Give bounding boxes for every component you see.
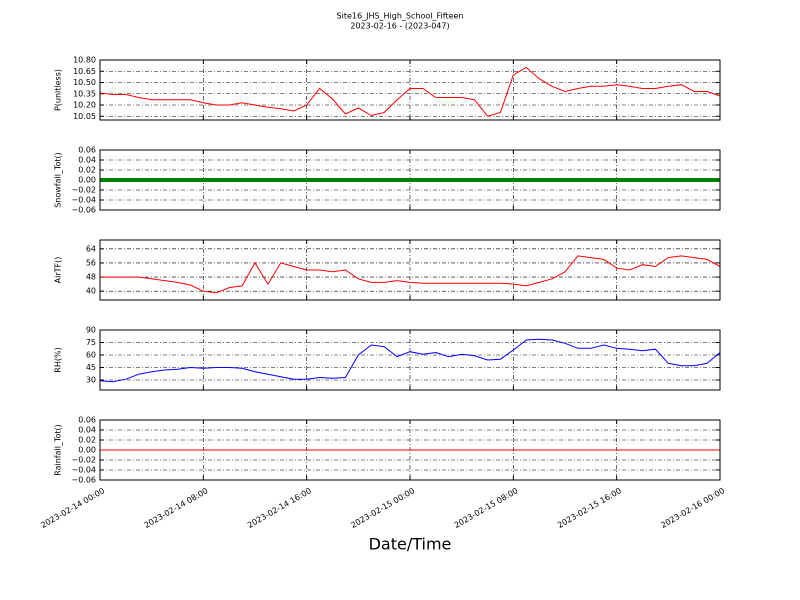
y-tick-label: 0.00 xyxy=(78,446,96,455)
y-tick-label: −0.04 xyxy=(71,466,96,475)
y-tick-label: 45 xyxy=(86,363,96,372)
y-axis-label: Snowfall_Tot() xyxy=(54,152,63,208)
x-tick-label: 2023-02-14 00:00 xyxy=(39,486,106,530)
data-line xyxy=(99,66,721,117)
y-tick-label: −0.06 xyxy=(71,476,96,485)
y-tick-label: 0.00 xyxy=(78,176,96,185)
x-axis-label: Date/Time xyxy=(369,535,452,554)
x-tick-label: 2023-02-15 16:00 xyxy=(556,486,623,530)
y-tick-label: 64 xyxy=(86,244,96,253)
chart-title: Site16_JHS_High_School_Fifteen xyxy=(337,12,464,21)
y-tick-label: −0.02 xyxy=(71,456,96,465)
y-tick-label: 10.80 xyxy=(73,56,96,65)
y-axis-label: AirTF() xyxy=(54,257,63,284)
chart-subtitle: 2023-02-16 - (2023-047) xyxy=(350,22,449,31)
y-tick-label: 0.02 xyxy=(78,166,96,175)
y-tick-label: 10.20 xyxy=(73,101,96,110)
x-tick-label: 2023-02-14 08:00 xyxy=(143,486,210,530)
y-tick-label: 60 xyxy=(86,351,96,360)
plot-frame xyxy=(99,419,721,481)
y-tick-label: −0.06 xyxy=(71,206,96,215)
y-tick-label: 10.35 xyxy=(73,89,96,98)
y-axis-label: Rainfall_Tot() xyxy=(54,424,63,476)
plot-frame xyxy=(99,59,721,121)
x-tick-label: 2023-02-15 00:00 xyxy=(349,486,416,530)
y-tick-label: 0.04 xyxy=(78,426,96,435)
y-tick-label: 10.65 xyxy=(73,67,96,76)
y-tick-label: 30 xyxy=(86,376,96,385)
y-tick-label: −0.02 xyxy=(71,186,96,195)
plot-frame xyxy=(99,239,721,301)
x-tick-label: 2023-02-14 16:00 xyxy=(246,486,313,530)
y-tick-label: 0.06 xyxy=(78,416,96,425)
y-tick-label: 40 xyxy=(86,287,96,296)
y-tick-label: 0.02 xyxy=(78,436,96,445)
data-line xyxy=(100,255,721,294)
y-tick-label: 10.05 xyxy=(73,112,96,121)
plot-frame xyxy=(99,329,721,391)
x-tick-label: 2023-02-15 08:00 xyxy=(453,486,520,530)
y-tick-label: 56 xyxy=(86,258,96,267)
y-tick-label: −0.04 xyxy=(71,196,96,205)
y-axis-label: P(unitless) xyxy=(54,69,63,111)
y-tick-label: 0.04 xyxy=(78,156,96,165)
y-axis-label: RH(%) xyxy=(54,347,63,372)
plot-frame xyxy=(99,149,721,211)
y-tick-label: 90 xyxy=(86,326,96,335)
x-tick-label: 2023-02-16 00:00 xyxy=(659,486,726,530)
data-line xyxy=(99,338,721,383)
y-tick-label: 75 xyxy=(86,338,96,347)
y-tick-label: 10.50 xyxy=(73,78,96,87)
y-tick-label: 0.06 xyxy=(78,146,96,155)
y-tick-label: 48 xyxy=(86,273,96,282)
